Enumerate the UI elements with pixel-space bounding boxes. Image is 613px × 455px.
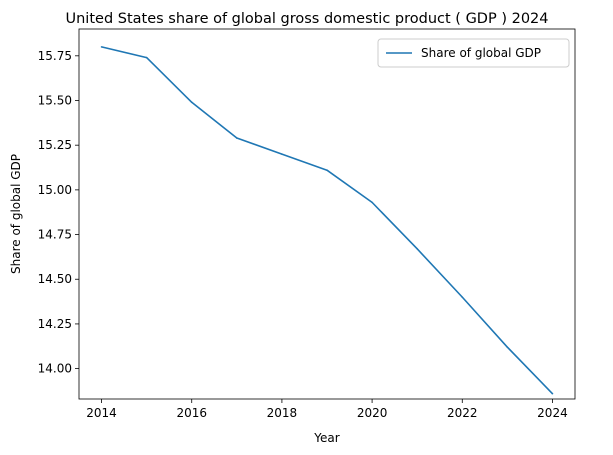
data-point bbox=[145, 56, 148, 59]
x-axis: 2014 2016 2018 2020 2022 2024 bbox=[86, 399, 568, 420]
y-tick-label: 15.00 bbox=[38, 183, 72, 197]
data-point bbox=[416, 248, 418, 250]
data-point bbox=[326, 169, 328, 172]
x-axis-label: Year bbox=[313, 431, 339, 445]
x-tick-label: 2018 bbox=[267, 406, 298, 420]
y-axis: 14.00 14.25 14.50 14.75 15.00 15.25 15.50 15.75 bbox=[38, 49, 79, 376]
data-point bbox=[281, 153, 283, 155]
y-axis-label: Share of global GDP bbox=[9, 154, 23, 274]
y-tick-label: 14.25 bbox=[38, 317, 72, 331]
axes-frame bbox=[78, 28, 576, 400]
data-point bbox=[506, 346, 509, 348]
y-tick-label: 14.00 bbox=[38, 362, 72, 376]
x-tick-label: 2024 bbox=[537, 406, 568, 420]
y-tick-label: 15.50 bbox=[38, 93, 72, 107]
data-point bbox=[371, 201, 373, 204]
chart-title: United States share of global gross dome… bbox=[66, 11, 549, 27]
data-point bbox=[551, 392, 554, 395]
y-tick-label: 14.75 bbox=[38, 228, 72, 242]
series-layer bbox=[100, 46, 554, 395]
plot-area: 14.00 14.25 14.50 14.75 15.00 15.25 15.50 15.75… bbox=[38, 28, 576, 420]
y-tick-label: 15.25 bbox=[38, 138, 72, 152]
x-tick-label: 2020 bbox=[357, 406, 388, 420]
data-point bbox=[461, 296, 464, 298]
data-point bbox=[190, 101, 193, 104]
y-tick-label: 15.75 bbox=[38, 49, 72, 63]
x-tick-label: 2022 bbox=[447, 406, 478, 420]
data-point bbox=[100, 46, 103, 48]
data-point bbox=[236, 137, 238, 139]
y-tick-label: 14.50 bbox=[38, 272, 72, 286]
x-tick-label: 2016 bbox=[176, 406, 207, 420]
x-tick-label: 2014 bbox=[86, 406, 117, 420]
legend: Share of global GDP bbox=[377, 38, 570, 68]
legend-box bbox=[377, 38, 570, 68]
legend-label: Share of global GDP bbox=[421, 46, 541, 60]
